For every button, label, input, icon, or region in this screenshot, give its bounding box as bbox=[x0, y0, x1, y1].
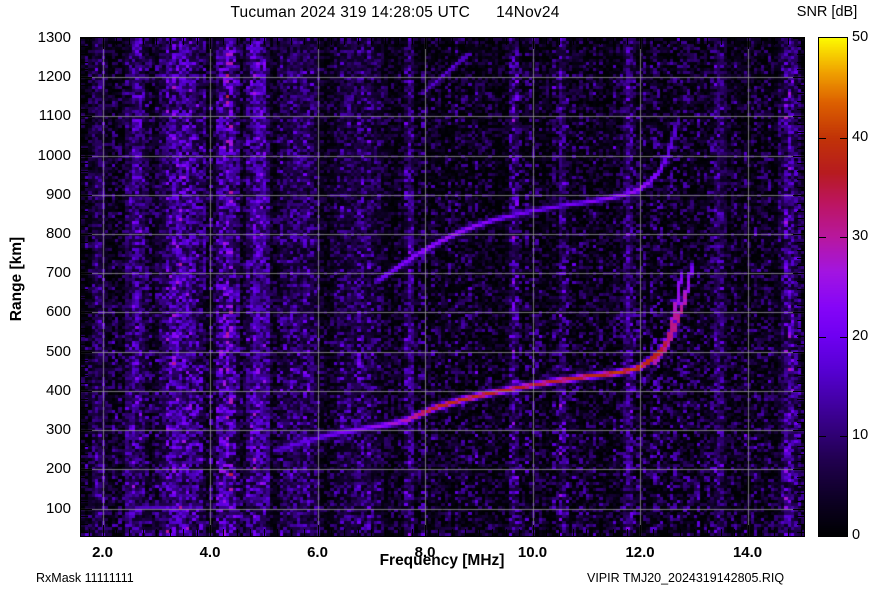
x-axis-title: Frequency [MHz] bbox=[379, 552, 505, 569]
y-tick-label: 200 bbox=[45, 460, 71, 478]
y-tick-label: 400 bbox=[45, 381, 71, 399]
y-tick-label: 100 bbox=[45, 499, 71, 517]
title-date-short: 14Nov24 bbox=[496, 4, 560, 21]
x-tick-label: 2.0 bbox=[92, 544, 113, 561]
ionogram-heatmap-canvas[interactable] bbox=[81, 38, 804, 536]
instrument-file-label: VIPIR TMJ20_2024319142805.RIQ bbox=[587, 571, 785, 585]
plot-title: Tucuman 2024 319 14:28:05 UTC 14Nov24 bbox=[0, 2, 790, 24]
y-tick-label: 1000 bbox=[37, 146, 71, 164]
colorbar-title: SNR [dB] bbox=[796, 4, 858, 20]
x-tick-label: 12.0 bbox=[625, 544, 655, 561]
x-tick-label: 14.0 bbox=[732, 544, 763, 561]
x-tick-label: 4.0 bbox=[199, 544, 221, 561]
title-station-datetime: Tucuman 2024 319 14:28:05 UTC bbox=[230, 4, 471, 21]
x-tick-label: 8.0 bbox=[414, 544, 436, 561]
y-tick-label: 600 bbox=[45, 303, 71, 321]
colorbar-tick-label: 50 bbox=[852, 29, 869, 45]
x-tick-label: 6.0 bbox=[307, 544, 328, 561]
rxmask-label: RxMask 11111111 bbox=[36, 571, 134, 585]
y-tick-label: 1200 bbox=[37, 68, 71, 86]
y-tick-label: 800 bbox=[45, 225, 71, 243]
y-tick-label: 500 bbox=[45, 342, 71, 360]
y-tick-label: 300 bbox=[45, 421, 71, 439]
colorbar-tick-label: 0 bbox=[852, 527, 861, 543]
y-tick-label: 1100 bbox=[38, 107, 71, 125]
y-tick-label: 700 bbox=[45, 264, 71, 282]
colorbar[interactable] bbox=[818, 37, 848, 537]
colorbar-tick-label: 20 bbox=[852, 328, 869, 344]
colorbar-tick-label: 40 bbox=[852, 129, 869, 145]
colorbar-gradient-canvas bbox=[819, 38, 847, 536]
colorbar-tick-label: 30 bbox=[852, 228, 869, 244]
y-tick-label: 900 bbox=[45, 185, 71, 203]
y-axis-title: Range [km] bbox=[8, 236, 25, 322]
x-tick-label: 10.0 bbox=[517, 544, 548, 561]
ionogram-plot-area[interactable] bbox=[80, 37, 805, 537]
colorbar-tick-label: 10 bbox=[852, 427, 869, 443]
y-tick-label: 1300 bbox=[37, 29, 71, 46]
